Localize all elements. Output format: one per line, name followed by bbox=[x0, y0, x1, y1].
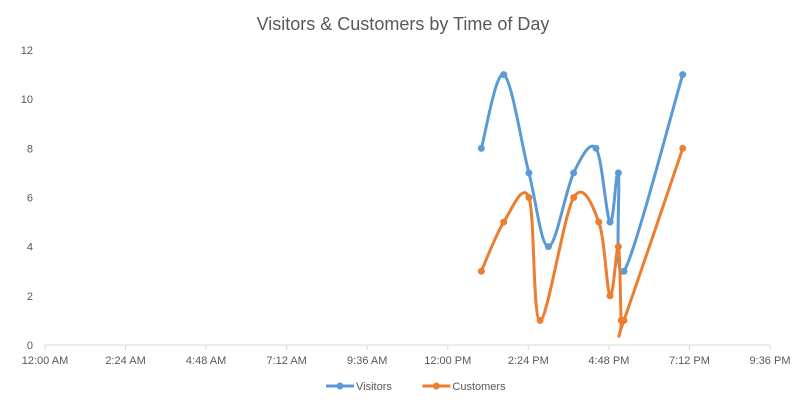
data-point-customers bbox=[614, 243, 622, 251]
chart-title: Visitors & Customers by Time of Day bbox=[257, 14, 550, 34]
legend: Visitors Customers bbox=[326, 381, 506, 393]
legend-swatch-marker bbox=[432, 382, 440, 390]
data-point-visitors bbox=[614, 169, 622, 177]
x-tick-label: 9:36 PM bbox=[750, 355, 791, 367]
x-tick-label: 12:00 AM bbox=[22, 355, 68, 367]
data-point-customers bbox=[595, 218, 603, 226]
series-customers bbox=[477, 144, 687, 338]
x-tick-label: 7:12 AM bbox=[266, 355, 306, 367]
data-point-customers bbox=[679, 144, 687, 152]
data-point-customers bbox=[620, 316, 628, 324]
y-tick-label: 8 bbox=[27, 143, 33, 155]
x-tick-label: 7:12 PM bbox=[669, 355, 710, 367]
series-line-visitors bbox=[479, 73, 685, 275]
data-point-visitors bbox=[525, 169, 533, 177]
data-point-customers bbox=[536, 316, 544, 324]
series-line-customers bbox=[479, 146, 685, 338]
x-tick-label: 12:00 PM bbox=[424, 355, 471, 367]
x-tick-label: 2:24 PM bbox=[508, 355, 549, 367]
y-axis-ticks: 0 2 4 6 8 10 12 bbox=[21, 45, 33, 352]
data-point-customers bbox=[477, 267, 485, 275]
series-layer bbox=[477, 71, 687, 338]
series-visitors bbox=[477, 71, 687, 275]
y-tick-label: 12 bbox=[21, 45, 33, 57]
data-point-customers bbox=[570, 194, 578, 201]
y-tick-label: 4 bbox=[27, 242, 33, 254]
x-tick-label: 4:48 PM bbox=[588, 355, 629, 367]
data-point-customers bbox=[500, 218, 508, 226]
data-point-visitors bbox=[592, 144, 600, 152]
data-point-customers bbox=[606, 292, 614, 300]
data-point-visitors bbox=[679, 71, 687, 79]
y-tick-label: 0 bbox=[27, 340, 33, 352]
data-point-customers bbox=[525, 194, 533, 201]
data-point-visitors bbox=[544, 243, 552, 251]
legend-swatch-marker bbox=[336, 382, 344, 390]
y-tick-label: 2 bbox=[27, 291, 33, 303]
y-tick-label: 10 bbox=[21, 94, 33, 106]
legend-label: Customers bbox=[452, 381, 506, 393]
x-axis-ticks: 12:00 AM 2:24 AM 4:48 AM 7:12 AM 9:36 AM 12:0… bbox=[22, 345, 791, 367]
data-point-visitors bbox=[620, 267, 628, 275]
data-point-visitors bbox=[606, 218, 614, 226]
data-point-visitors bbox=[477, 144, 485, 152]
x-tick-label: 9:36 AM bbox=[347, 355, 387, 367]
legend-label: Visitors bbox=[356, 381, 392, 393]
x-tick-label: 4:48 AM bbox=[186, 355, 226, 367]
legend-item-visitors: Visitors bbox=[326, 381, 392, 393]
data-point-visitors bbox=[500, 71, 508, 79]
data-point-visitors bbox=[570, 169, 578, 177]
legend-item-customers: Customers bbox=[422, 381, 506, 393]
x-tick-label: 2:24 AM bbox=[105, 355, 145, 367]
y-tick-label: 6 bbox=[27, 193, 33, 205]
